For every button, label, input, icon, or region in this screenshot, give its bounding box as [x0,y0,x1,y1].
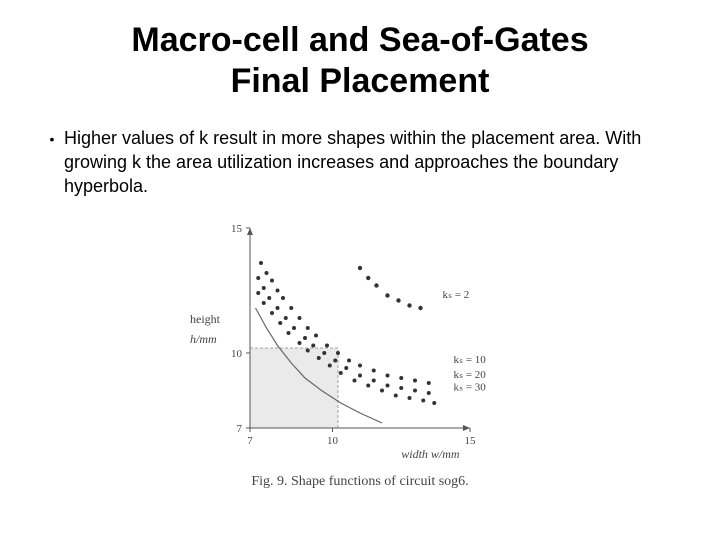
title-line-1: Macro-cell and Sea-of-Gates [131,21,588,59]
svg-text:15: 15 [231,223,243,235]
svg-text:width w/mm: width w/mm [401,447,460,461]
svg-text:10: 10 [231,348,243,360]
bullet-text: Higher values of k result in more shapes… [64,126,680,199]
bullet-item: • Higher values of k result in more shap… [40,126,680,199]
figure: 7 10 15 7 10 15 width w/mm height h/mm kₛ = 2 kₛ =… [40,218,680,490]
slide-title: Macro-cell and Sea-of-Gates Final Placem… [40,20,680,102]
svg-text:10: 10 [327,435,339,447]
shape-function-chart: 7 10 15 7 10 15 width w/mm height h/mm kₛ = 2 kₛ =… [180,218,540,468]
svg-text:kₛ = 30: kₛ = 30 [454,382,487,394]
svg-text:h/mm: h/mm [190,332,217,346]
bullet-marker: • [40,126,64,149]
svg-text:kₛ = 10: kₛ = 10 [454,354,487,366]
svg-text:height: height [190,312,221,326]
svg-text:kₛ = 2: kₛ = 2 [443,289,470,301]
svg-text:7: 7 [237,423,243,435]
svg-text:15: 15 [465,435,477,447]
svg-text:kₛ = 20: kₛ = 20 [454,369,487,381]
title-line-2: Final Placement [231,62,490,100]
svg-text:7: 7 [247,435,253,447]
figure-caption: Fig. 9. Shape functions of circuit sog6. [251,474,468,490]
